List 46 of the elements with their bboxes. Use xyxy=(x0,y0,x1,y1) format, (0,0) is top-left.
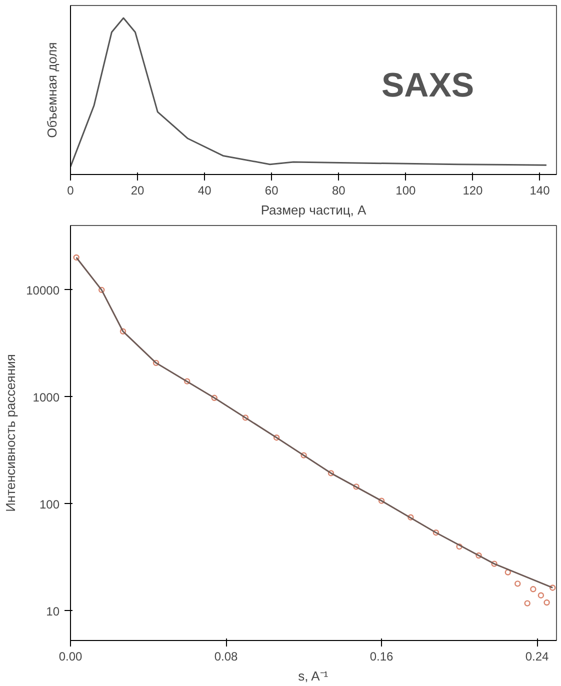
point xyxy=(378,498,385,504)
point xyxy=(273,434,280,441)
line-series xyxy=(76,256,554,588)
point xyxy=(152,360,160,366)
x-tick-label: 100 xyxy=(396,184,416,198)
point xyxy=(120,328,126,334)
point xyxy=(456,543,462,550)
y-axis-title: Объемная доля xyxy=(44,42,60,138)
point xyxy=(184,378,190,384)
point xyxy=(432,530,440,536)
x-axis-title: s, A⁻¹ xyxy=(298,668,329,684)
x-axis-title: Размер частиц, А xyxy=(260,202,367,218)
point xyxy=(514,580,521,587)
point xyxy=(538,592,544,598)
point xyxy=(491,560,498,567)
x-tick-label: 0.00 xyxy=(58,650,83,664)
y-tick-label: 100 xyxy=(39,497,60,512)
point xyxy=(504,569,511,576)
point xyxy=(242,414,249,421)
point xyxy=(73,254,80,261)
point xyxy=(476,552,482,559)
point xyxy=(353,484,360,490)
x-tick-label: 0 xyxy=(67,184,74,198)
point xyxy=(524,600,530,606)
point xyxy=(544,599,550,606)
x-tick-label: 140 xyxy=(530,184,550,198)
y-tick-label: 10 xyxy=(46,604,60,618)
x-tick-label: 120 xyxy=(462,184,484,198)
point xyxy=(211,394,218,401)
x-tick-label: 20 xyxy=(130,184,145,198)
point xyxy=(328,470,334,476)
x-tick-label: 0.08 xyxy=(214,650,238,664)
point xyxy=(408,514,414,520)
x-tick-label: 0.16 xyxy=(370,650,394,664)
y-tick-label: 1000 xyxy=(32,390,60,404)
y-axis-title: Интенсивность рассеяния xyxy=(3,354,18,512)
y-tick-label: 10000 xyxy=(26,283,60,298)
point xyxy=(300,452,307,458)
x-tick-label: 80 xyxy=(332,184,346,198)
point xyxy=(550,584,556,591)
point xyxy=(98,286,105,294)
annotation: SAXS xyxy=(382,66,474,104)
x-tick-label: 60 xyxy=(264,184,279,198)
x-tick-label: 0.24 xyxy=(525,650,550,664)
point xyxy=(530,586,536,592)
x-tick-label: 40 xyxy=(198,184,212,198)
